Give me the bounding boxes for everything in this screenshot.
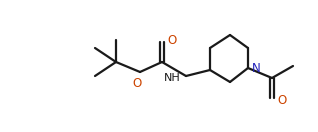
Text: N: N [252,62,261,76]
Text: O: O [167,34,176,46]
Text: O: O [277,93,286,107]
Text: NH: NH [164,73,181,83]
Text: O: O [132,77,142,90]
